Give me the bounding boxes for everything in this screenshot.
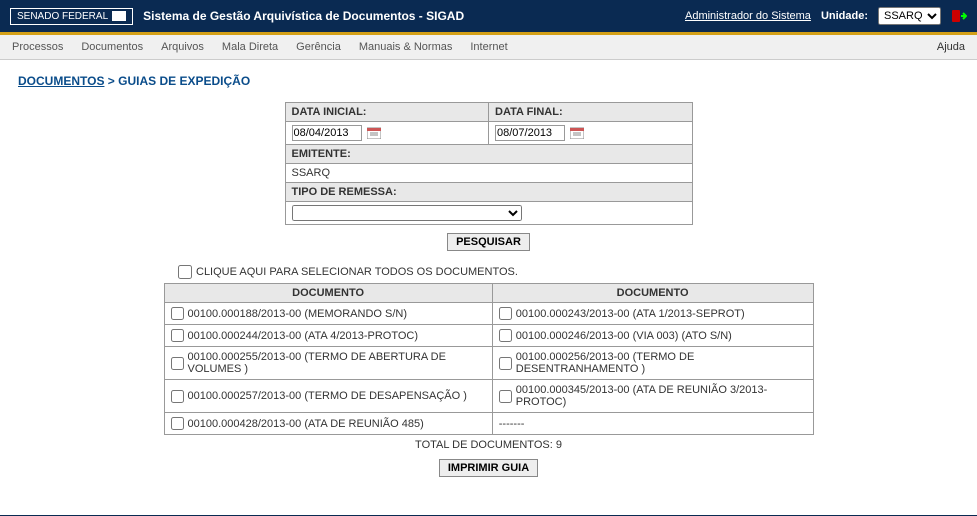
content: DOCUMENTOS > GUIAS DE EXPEDIÇÃO DATA INI…	[0, 60, 977, 505]
select-all-label: CLIQUE AQUI PARA SELECIONAR TODOS OS DOC…	[196, 266, 518, 278]
top-bar-right: Administrador do Sistema Unidade: SSARQ	[685, 7, 967, 25]
doc-label: 00100.000188/2013-00 (MEMORANDO S/N)	[188, 308, 408, 320]
data-inicial-input[interactable]	[292, 125, 362, 141]
menu-ajuda[interactable]: Ajuda	[937, 41, 965, 53]
doc-checkbox[interactable]	[499, 307, 512, 320]
table-row: 00100.000244/2013-00 (ATA 4/2013-PROTOC)…	[164, 325, 813, 347]
flag-icon	[112, 11, 126, 21]
doc-checkbox[interactable]	[171, 417, 184, 430]
menu-internet[interactable]: Internet	[470, 41, 507, 53]
total-label: TOTAL DE DOCUMENTOS: 9	[18, 439, 959, 451]
doc-label: 00100.000428/2013-00 (ATA DE REUNIÃO 485…	[188, 418, 424, 430]
calendar-icon[interactable]	[570, 127, 584, 139]
doc-label: 00100.000255/2013-00 (TERMO DE ABERTURA …	[188, 351, 486, 375]
doc-checkbox[interactable]	[499, 329, 512, 342]
system-title: Sistema de Gestão Arquivística de Docume…	[143, 9, 464, 23]
breadcrumb: DOCUMENTOS > GUIAS DE EXPEDIÇÃO	[18, 74, 959, 88]
breadcrumb-link[interactable]: DOCUMENTOS	[18, 74, 104, 88]
tipo-remessa-select[interactable]	[292, 205, 522, 221]
senado-logo: SENADO FEDERAL	[10, 8, 133, 25]
doc-label: 00100.000257/2013-00 (TERMO DE DESAPENSA…	[188, 390, 467, 402]
doc-checkbox[interactable]	[171, 357, 184, 370]
admin-link[interactable]: Administrador do Sistema	[685, 10, 811, 22]
imprimir-button[interactable]: IMPRIMIR GUIA	[439, 459, 538, 477]
breadcrumb-suffix: > GUIAS DE EXPEDIÇÃO	[104, 74, 250, 88]
menu-bar: Processos Documentos Arquivos Mala Diret…	[0, 35, 977, 60]
top-bar: SENADO FEDERAL Sistema de Gestão Arquiví…	[0, 0, 977, 32]
doc-checkbox[interactable]	[171, 390, 184, 403]
emitente-value: SSARQ	[285, 164, 692, 183]
menu-mala-direta[interactable]: Mala Direta	[222, 41, 278, 53]
doc-header-2: DOCUMENTO	[492, 284, 813, 303]
select-all-checkbox[interactable]	[178, 265, 192, 279]
doc-label: 00100.000243/2013-00 (ATA 1/2013-SEPROT)	[516, 308, 745, 320]
doc-label: 00100.000246/2013-00 (VIA 003) (ATO S/N)	[516, 330, 732, 342]
select-all-row: CLIQUE AQUI PARA SELECIONAR TODOS OS DOC…	[178, 265, 959, 279]
menu-manuais[interactable]: Manuais & Normas	[359, 41, 453, 53]
doc-checkbox[interactable]	[499, 390, 512, 403]
calendar-icon[interactable]	[367, 127, 381, 139]
imprimir-row: IMPRIMIR GUIA	[18, 459, 959, 477]
menu-processos[interactable]: Processos	[12, 41, 63, 53]
data-final-input[interactable]	[495, 125, 565, 141]
menu-gerencia[interactable]: Gerência	[296, 41, 341, 53]
table-row: 00100.000428/2013-00 (ATA DE REUNIÃO 485…	[164, 413, 813, 435]
senado-label: SENADO FEDERAL	[17, 11, 108, 22]
data-final-label: DATA FINAL:	[489, 103, 693, 122]
data-inicial-label: DATA INICIAL:	[285, 103, 489, 122]
doc-empty: -------	[499, 418, 525, 430]
doc-header-1: DOCUMENTO	[164, 284, 492, 303]
pesquisar-row: PESQUISAR	[18, 233, 959, 251]
menu-documentos[interactable]: Documentos	[81, 41, 143, 53]
unit-label: Unidade:	[821, 10, 868, 22]
emitente-label: EMITENTE:	[285, 145, 692, 164]
doc-checkbox[interactable]	[171, 329, 184, 342]
filter-table: DATA INICIAL: DATA FINAL: EMITENTE: SSAR…	[285, 102, 693, 225]
doc-checkbox[interactable]	[171, 307, 184, 320]
pesquisar-button[interactable]: PESQUISAR	[447, 233, 530, 251]
menu-arquivos[interactable]: Arquivos	[161, 41, 204, 53]
table-row: 00100.000255/2013-00 (TERMO DE ABERTURA …	[164, 347, 813, 380]
doc-label: 00100.000244/2013-00 (ATA 4/2013-PROTOC)	[188, 330, 419, 342]
doc-checkbox[interactable]	[499, 357, 512, 370]
unit-select[interactable]: SSARQ	[878, 7, 941, 25]
doc-table: DOCUMENTO DOCUMENTO 00100.000188/2013-00…	[164, 283, 814, 435]
table-row: 00100.000188/2013-00 (MEMORANDO S/N) 001…	[164, 303, 813, 325]
logout-icon[interactable]	[951, 8, 967, 24]
doc-label: 00100.000345/2013-00 (ATA DE REUNIÃO 3/2…	[516, 384, 807, 408]
tipo-remessa-label: TIPO DE REMESSA:	[285, 183, 692, 202]
menu-left: Processos Documentos Arquivos Mala Diret…	[12, 41, 508, 53]
doc-label: 00100.000256/2013-00 (TERMO DE DESENTRAN…	[516, 351, 807, 375]
table-row: 00100.000257/2013-00 (TERMO DE DESAPENSA…	[164, 380, 813, 413]
top-bar-left: SENADO FEDERAL Sistema de Gestão Arquiví…	[10, 8, 464, 25]
